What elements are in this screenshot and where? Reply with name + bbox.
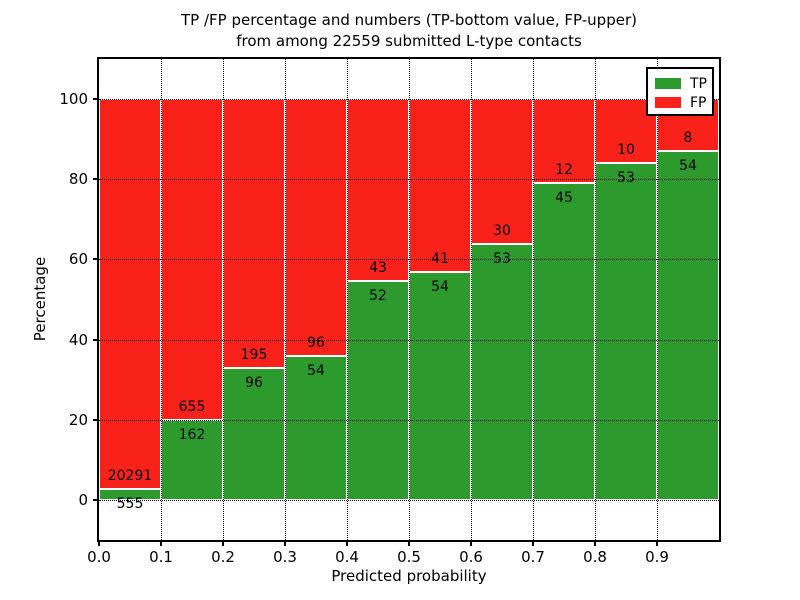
y-tick-label: 100 [59,90,88,109]
y-tick [93,498,99,501]
legend-label-fp: FP [690,94,707,111]
x-tick-label: 0.8 [583,548,607,566]
y-tick-label: 0 [78,490,88,509]
y-tick-label: 80 [68,170,88,189]
y-axis-label: Percentage [31,256,49,342]
tp-count-label: 45 [555,190,573,207]
chart-title-line1: TP /FP percentage and numbers (TP-bottom… [181,11,637,29]
x-tick-label: 0.1 [149,548,173,566]
tp-count-label: 54 [307,362,325,379]
fp-count-label: 8 [683,129,693,146]
bar-tp-segment [347,280,409,500]
x-tick-label: 0.3 [273,548,297,566]
bar-fp-segment [409,99,471,273]
legend-swatch-tp-icon [655,78,681,89]
x-tick-label: 0.0 [87,548,111,566]
x-axis-label: Predicted probability [331,567,487,585]
fp-count-label: 10 [617,141,635,158]
bar-tp-segment [409,272,471,500]
chart-title-line2: from among 22559 submitted L-type contac… [236,32,582,50]
bar-fp-segment [161,99,223,421]
y-tick [93,178,99,181]
bar-fp-segment [223,99,285,368]
legend: TP FP [646,67,714,116]
x-tick [284,540,286,546]
tp-count-label: 54 [431,279,449,296]
tp-count-label: 53 [617,169,635,186]
bar-fp-segment [347,99,409,281]
x-tick-label: 0.7 [521,548,545,566]
tp-count-label: 555 [116,496,144,513]
x-tick [98,540,100,546]
x-tick [346,540,348,546]
x-tick [656,540,658,546]
tp-count-label: 96 [245,374,263,391]
x-tick [408,540,410,546]
bar-fp-segment [99,99,161,490]
bar-tp-segment [471,243,533,500]
tp-count-label: 54 [679,157,697,174]
fp-count-label: 30 [493,222,511,239]
x-tick [222,540,224,546]
bar-tp-segment [533,183,595,500]
y-tick-label: 60 [68,250,88,269]
tp-count-label: 162 [178,427,206,444]
x-tick [470,540,472,546]
x-tick-label: 0.4 [335,548,359,566]
x-tick [160,540,162,546]
x-tick [594,540,596,546]
bar-tp-segment [285,355,347,500]
legend-entry-tp: TP [655,74,712,93]
legend-swatch-fp-icon [655,97,681,108]
fp-count-label: 655 [178,399,206,416]
x-tick-label: 0.5 [397,548,421,566]
y-tick [93,338,99,341]
tp-count-label: 53 [493,250,511,267]
fp-count-label: 12 [555,162,573,179]
x-tick [532,540,534,546]
y-tick [93,258,99,261]
y-tick [93,98,99,101]
bar-tp-segment [595,162,657,500]
tp-count-label: 52 [369,287,387,304]
bar-fp-segment [285,99,347,356]
legend-entry-fp: FP [655,93,712,112]
fp-count-label: 41 [431,251,449,268]
bar-fp-segment [533,99,595,184]
legend-label-tp: TP [690,75,707,92]
bar-tp-segment [99,489,161,500]
chart-title: TP /FP percentage and numbers (TP-bottom… [99,10,719,52]
y-tick-label: 20 [68,410,88,429]
y-tick [93,418,99,421]
y-tick-label: 40 [68,330,88,349]
fp-count-label: 20291 [107,468,153,485]
fp-count-label: 43 [369,259,387,276]
bar-tp-segment [657,150,719,500]
x-tick-label: 0.2 [211,548,235,566]
x-tick-label: 0.6 [459,548,483,566]
x-tick-label: 0.9 [645,548,669,566]
fp-count-label: 195 [240,346,268,363]
fp-count-label: 96 [307,334,325,351]
